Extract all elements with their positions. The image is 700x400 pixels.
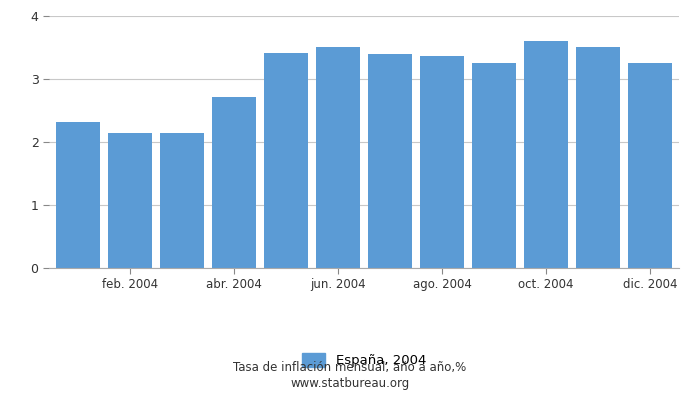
Bar bbox=[108, 132, 152, 268]
Bar bbox=[628, 63, 673, 268]
Bar bbox=[55, 122, 100, 268]
Bar bbox=[576, 47, 620, 268]
Bar bbox=[524, 41, 568, 268]
Bar bbox=[368, 54, 412, 268]
Text: Tasa de inflación mensual, año a año,%: Tasa de inflación mensual, año a año,% bbox=[233, 362, 467, 374]
Text: www.statbureau.org: www.statbureau.org bbox=[290, 378, 410, 390]
Legend: España, 2004: España, 2004 bbox=[302, 353, 426, 367]
Bar bbox=[472, 63, 517, 268]
Bar bbox=[264, 53, 308, 268]
Bar bbox=[211, 97, 256, 268]
Bar bbox=[316, 47, 360, 268]
Bar bbox=[160, 132, 204, 268]
Bar bbox=[420, 56, 464, 268]
